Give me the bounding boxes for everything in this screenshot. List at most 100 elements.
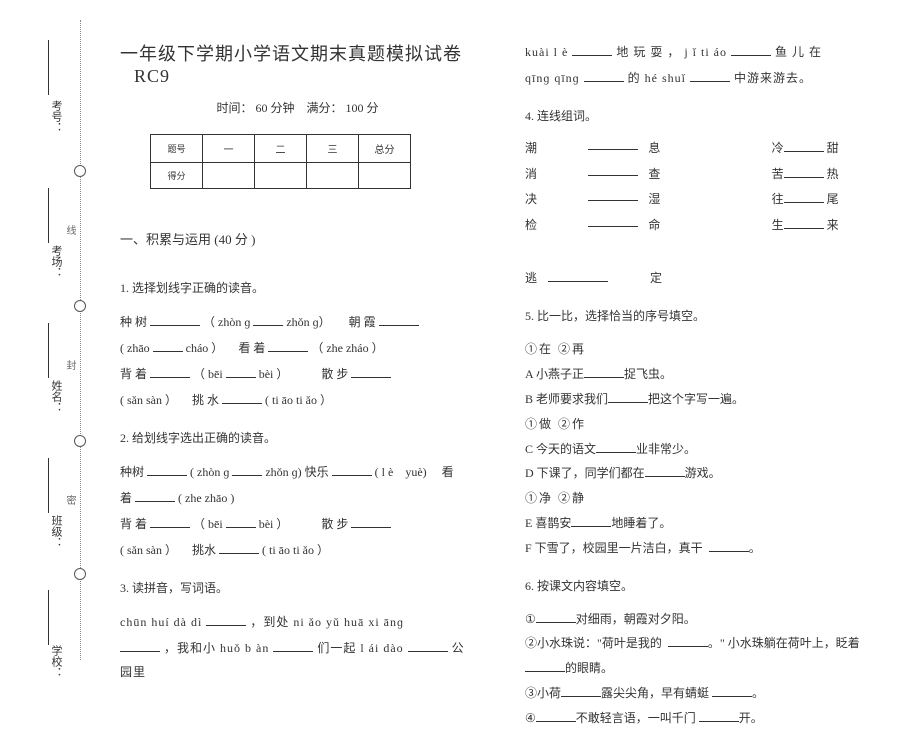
match-word: 检 [525,215,578,237]
match-word: 尾 [827,192,839,206]
q5-options: ①在 ②再 [525,338,880,361]
q6-text: 不敢轻言语，一叫千门 [576,711,696,725]
q2-text: 种树 [120,465,144,479]
side-label-school: 学校： [48,645,64,678]
answer-blank[interactable] [668,635,708,647]
match-word: 甜 [827,141,839,155]
answer-blank[interactable] [150,314,200,326]
q3-text: kuài l è [525,45,568,59]
score-col: 总分 [359,135,411,163]
answer-blank[interactable] [690,70,730,82]
q1-text: bèi ） [259,367,289,381]
answer-blank[interactable] [351,516,391,528]
match-blank[interactable] [548,270,608,282]
q6-text: ②小水珠说："荷叶是我的 [525,636,662,650]
binding-circle [74,165,86,177]
q3-text: qīnɡ qīnɡ [525,71,580,85]
answer-blank[interactable] [150,366,190,378]
answer-blank[interactable] [232,464,262,476]
answer-blank[interactable] [253,314,283,326]
answer-blank[interactable] [536,710,576,722]
answer-blank[interactable] [731,44,771,56]
q5-options: ①做 ②作 [525,413,880,436]
answer-blank[interactable] [571,515,611,527]
answer-blank[interactable] [645,465,685,477]
score-col: 二 [255,135,307,163]
main-content: 一年级下学期小学语文期末真题模拟试卷 RC9 时间： 60 分钟 满分： 100… [120,40,890,744]
match-blank[interactable] [784,191,824,203]
match-grid: 潮息冷 甜 消查苦 热 决湿往 尾 检命生 来 [525,138,880,236]
match-blank[interactable] [588,138,638,150]
answer-blank[interactable] [219,542,259,554]
answer-blank[interactable] [268,340,308,352]
section-1-heading: 一、积累与运用 (40 分 ) [120,229,475,248]
match-blank[interactable] [588,189,638,201]
answer-blank[interactable] [596,441,636,453]
answer-blank[interactable] [153,340,183,352]
q5-text: 捉飞虫。 [624,367,672,381]
answer-blank[interactable] [226,516,256,528]
match-word: 往 [772,192,784,206]
answer-blank[interactable] [226,366,256,378]
answer-blank[interactable] [206,614,246,626]
q6-text: ① [525,612,536,626]
match-word: 命 [648,215,701,237]
q1-text: （ bēi [193,367,223,381]
answer-blank[interactable] [584,366,624,378]
q5-text: F 下雪了，校园里一片洁白，真干 [525,541,703,555]
q3-title: 3. 读拼音，写词语。 [120,576,475,600]
q6-text: 露尖尖角，早有蜻蜓 [601,686,709,700]
q3-text: ，到处 ni ǎo yǔ huā xi ānɡ [250,615,404,629]
answer-blank[interactable] [222,392,262,404]
answer-blank[interactable] [408,640,448,652]
answer-blank[interactable] [561,685,601,697]
q2-text: ( l è [375,465,394,479]
q5-text: 。 [749,541,761,555]
answer-blank[interactable] [699,710,739,722]
match-blank[interactable] [784,217,824,229]
answer-blank[interactable] [712,685,752,697]
q1-text: zhǒn ɡ） [286,315,330,329]
q5-text: D 下课了，同学们都在 [525,466,645,480]
match-blank[interactable] [784,140,824,152]
time-value: 60 分钟 [255,101,294,115]
answer-blank[interactable] [150,516,190,528]
answer-blank[interactable] [135,490,175,502]
answer-blank[interactable] [608,391,648,403]
q2-text: ( zhòn ɡ [190,465,229,479]
score-cell [203,163,255,189]
answer-blank[interactable] [709,540,749,552]
score-header: 得分 [151,163,203,189]
q1-text: 散 步 [321,367,348,381]
match-word: 定 [650,271,666,285]
answer-blank[interactable] [379,314,419,326]
q3-text: 们一起 l ái dào [317,641,403,655]
q3-text: chūn huí dà dì [120,615,202,629]
answer-blank[interactable] [332,464,372,476]
q5-text: 业非常少。 [636,442,696,456]
question-4: 4. 连线组词。 潮息冷 甜 消查苦 热 决湿往 尾 检命生 来 逃 定 [525,104,880,290]
side-blank [48,40,49,95]
exam-subtitle: 时间： 60 分钟 满分： 100 分 [120,99,475,116]
match-word: 冷 [772,141,784,155]
answer-blank[interactable] [273,640,313,652]
match-word: 苦 [772,167,784,181]
answer-blank[interactable] [584,70,624,82]
match-blank[interactable] [784,166,824,178]
q3-text: 地 玩 耍 ， j ǐ ti áo [616,45,727,59]
title-code: RC9 [134,66,170,86]
answer-blank[interactable] [120,640,160,652]
answer-blank[interactable] [572,44,612,56]
q6-text: ④ [525,711,536,725]
q5-text: 地睡着了。 [611,516,671,530]
answer-blank[interactable] [525,660,565,672]
match-word: 生 [772,218,784,232]
answer-blank[interactable] [351,366,391,378]
match-blank[interactable] [588,164,638,176]
answer-blank[interactable] [147,464,187,476]
q1-text: cháo ） [186,341,224,355]
match-blank[interactable] [588,215,638,227]
q5-text: E 喜鹊安 [525,516,571,530]
q2-text: ( ti āo ti ǎo ） [262,543,329,557]
answer-blank[interactable] [536,611,576,623]
